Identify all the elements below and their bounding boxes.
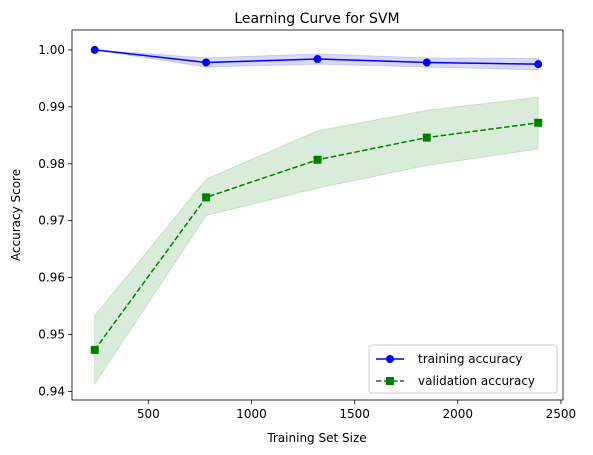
point-series-2-3 [313, 155, 322, 164]
legend-marker-series-2 [386, 377, 394, 385]
y-tick-label-5: 0.98 [38, 157, 65, 171]
point-series-2-5 [534, 118, 543, 127]
point-series-2-1 [90, 345, 99, 354]
y-tick-label-2: 0.95 [38, 328, 65, 342]
series-lines [94, 49, 539, 351]
x-tick-label-5: 2500 [546, 407, 577, 421]
x-tick-label-3: 1500 [339, 407, 370, 421]
confidence-bands [94, 49, 539, 386]
y-tick-label-1: 0.94 [38, 384, 65, 398]
legend: training accuracy validation accuracy [368, 344, 558, 394]
y-axis-label: Accuracy Score [9, 169, 23, 261]
x-axis-ticks: 500 1000 1500 2000 2500 [137, 400, 576, 421]
y-tick-label-7: 1.00 [38, 43, 65, 57]
legend-marker-series-1 [386, 355, 394, 363]
x-tick-label-2: 1000 [236, 407, 267, 421]
point-series-1-2 [202, 58, 211, 67]
y-tick-label-4: 0.97 [38, 214, 65, 228]
point-series-1-3 [313, 55, 322, 64]
point-series-1-1 [90, 45, 99, 54]
x-axis-label: Training Set Size [266, 431, 366, 445]
x-tick-label-1: 500 [137, 407, 160, 421]
legend-label-series-1: training accuracy [418, 352, 522, 366]
point-series-1-4 [422, 58, 431, 67]
plot-area-frame [71, 29, 564, 401]
series-markers [90, 45, 543, 354]
y-tick-label-3: 0.96 [38, 271, 65, 285]
y-axis-ticks: 0.94 0.95 0.96 0.97 0.98 0.99 1.00 [38, 43, 72, 398]
y-tick-label-6: 0.99 [38, 100, 65, 114]
x-tick-label-4: 2000 [443, 407, 474, 421]
chart-title: Learning Curve for SVM [234, 11, 399, 27]
point-series-2-4 [422, 133, 431, 142]
point-series-2-2 [202, 193, 211, 202]
point-series-1-5 [534, 60, 543, 69]
legend-box [368, 344, 558, 394]
legend-label-series-2: validation accuracy [418, 374, 535, 388]
band-series-2 [94, 96, 539, 386]
